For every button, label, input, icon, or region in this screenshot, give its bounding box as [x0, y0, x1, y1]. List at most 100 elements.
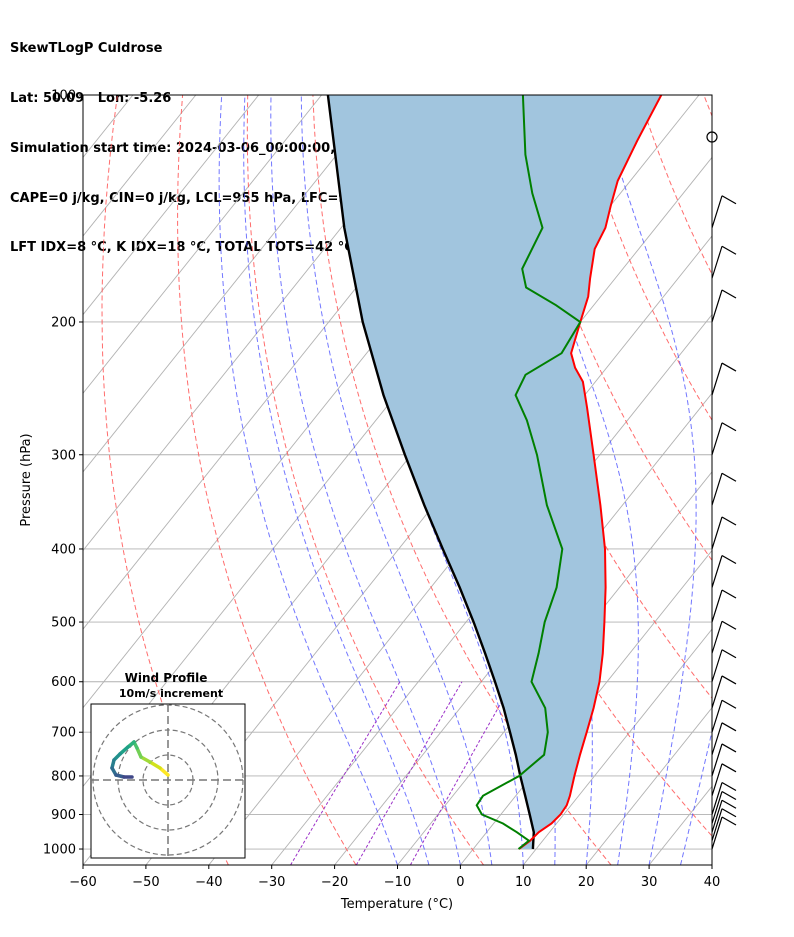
moist-adiabat: [711, 862, 712, 865]
wind-barb-flag: [721, 799, 737, 809]
wind-barb-flag: [721, 620, 737, 630]
hodograph-subtitle: 10m/s increment: [119, 687, 223, 700]
y-tick-label: 1000: [43, 843, 76, 858]
wind-barb: [711, 195, 723, 228]
hodograph-segment: [158, 766, 170, 777]
dry-adiabat: [573, 95, 712, 422]
isotherm-gridline: [0, 95, 70, 865]
wind-barb-flag: [721, 816, 737, 826]
x-tick-label: 0: [456, 875, 464, 890]
wind-barb: [711, 473, 723, 506]
hodograph-segment: [148, 760, 162, 770]
dry-adiabat: [769, 95, 794, 865]
hodograph-inset: Wind Profile 10m/s increment: [90, 671, 246, 859]
hodograph-segment: [118, 745, 130, 756]
y-tick-label: 500: [51, 616, 76, 631]
hodograph-title: Wind Profile: [125, 671, 208, 685]
wind-barb-flag: [721, 589, 737, 599]
dry-adiabat: [312, 95, 612, 865]
isotherm-gridline: [83, 95, 260, 316]
profile-lines: [326, 95, 663, 850]
moist-adiabat: [218, 95, 398, 865]
parcel-line: [326, 95, 536, 850]
moist-adiabat: [300, 95, 493, 865]
wind-barb-flag: [721, 743, 737, 753]
wind-barb-flag: [721, 245, 737, 255]
wind-barb: [711, 422, 723, 455]
y-tick-label: 400: [51, 542, 76, 557]
x-tick-label: −50: [132, 875, 159, 890]
moist-adiabat: [270, 95, 461, 865]
wind-barb: [711, 621, 723, 654]
wind-barb-flag: [721, 722, 737, 732]
dry-adiabat: [177, 95, 357, 865]
wind-barb: [711, 362, 723, 396]
chart-title: SkewTLogP Culdrose: [10, 41, 163, 57]
y-tick-label: 700: [51, 726, 76, 741]
wind-barb: [711, 589, 723, 623]
wind-barb: [711, 649, 723, 682]
isotherm-gridline: [0, 95, 7, 865]
isotherm-gridline: [648, 785, 712, 865]
dry-adiabat: [246, 95, 485, 865]
y-tick-label: 900: [51, 808, 76, 823]
hodograph-plot: [91, 704, 245, 858]
isotherm-gridline: [83, 95, 197, 237]
isotherm-gridline: [775, 95, 794, 865]
temperature-line: [518, 95, 663, 850]
y-tick-label: 600: [51, 675, 76, 690]
dewpoint-line: [475, 95, 582, 850]
wind-barb-flag: [721, 649, 737, 659]
wind-barb-flag: [721, 790, 737, 801]
mixing-ratio-line: [409, 681, 514, 865]
wind-barb: [711, 800, 723, 833]
mixing-ratio-line: [290, 681, 401, 865]
moist-adiabat: [680, 729, 712, 865]
x-tick-label: 30: [641, 875, 658, 890]
mixing-ratio-line: [355, 681, 463, 865]
wind-barb: [711, 763, 723, 796]
wind-barb-flag: [721, 781, 737, 792]
wind-barb-flag: [721, 472, 737, 482]
x-tick-label: −10: [384, 875, 411, 890]
moist-adiabat: [243, 95, 430, 865]
moist-adiabat: [505, 95, 639, 865]
wind-barb-flag: [721, 289, 737, 299]
moist-adiabat: [597, 95, 697, 865]
x-tick-label: −40: [195, 875, 222, 890]
wind-barb: [711, 816, 723, 850]
isotherm-gridline: [585, 707, 712, 865]
wind-barb: [711, 808, 723, 841]
wind-barb-flag: [721, 675, 737, 685]
wind-barb-flag: [721, 195, 737, 205]
cin-shading: [327, 95, 662, 849]
wind-barb-flag: [721, 422, 737, 432]
x-tick-label: −30: [258, 875, 285, 890]
y-tick-label: 300: [51, 448, 76, 463]
isotherm-gridline: [711, 864, 712, 865]
wind-barb-flag: [721, 763, 737, 773]
isotherm-gridline: [334, 392, 712, 865]
x-axis-label: Temperature (°C): [340, 897, 453, 912]
x-tick-label: −20: [321, 875, 348, 890]
isotherm-gridline: [522, 628, 712, 865]
wind-barb-flag: [721, 808, 737, 818]
x-tick-label: −60: [69, 875, 96, 890]
y-tick-label: 200: [51, 315, 76, 330]
isotherm-gridline: [397, 471, 712, 865]
x-tick-label: 20: [578, 875, 595, 890]
wind-barb: [711, 743, 723, 777]
wind-barb-flag: [721, 516, 737, 526]
calm-wind-marker: [706, 131, 718, 143]
moist-adiabat: [744, 95, 794, 865]
wind-barbs: [706, 131, 737, 850]
y-tick-label: 800: [51, 769, 76, 784]
wind-barb: [711, 289, 723, 323]
wind-barb: [711, 555, 723, 588]
wind-barb: [711, 675, 723, 709]
wind-barb: [711, 791, 723, 824]
wind-barb: [711, 722, 723, 755]
isotherm-gridline: [83, 95, 322, 394]
